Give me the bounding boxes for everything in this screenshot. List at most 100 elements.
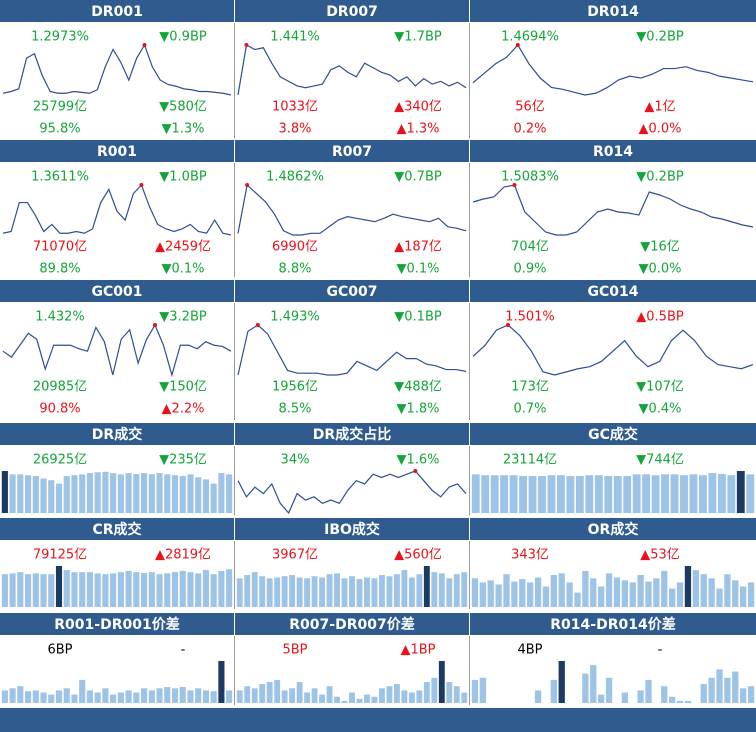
change-value: - [181,643,186,658]
panel-title: OR成交 [588,521,639,538]
main-value: 8.5% [278,402,311,417]
panel-header [0,613,234,635]
bar [423,682,430,703]
bar [527,582,534,607]
bar [25,691,32,703]
bar [558,661,565,703]
panel-header [470,140,756,162]
bar [511,581,518,607]
bar [210,574,217,607]
bar [334,696,340,703]
bar [637,575,644,607]
bar [732,580,739,607]
bar [708,677,715,703]
bar [676,700,684,703]
peak-dot [139,183,144,187]
bar [598,586,605,607]
bar [164,474,171,513]
main-value: 1.441% [270,30,320,45]
main-value: 3967亿 [272,548,318,563]
bar [202,690,209,703]
change-value: ▲1.3% [396,122,439,137]
bar [125,690,132,703]
bar [613,476,622,513]
bar [364,694,370,703]
bar [519,476,527,513]
bar [700,684,707,703]
panel-header [0,280,234,302]
bar [416,690,423,703]
bar [17,474,24,513]
bar [32,476,39,513]
bar [461,572,468,607]
bar [71,572,78,607]
panel-title: R014-DR014价差 [550,616,675,633]
bar [71,475,78,513]
bar [689,474,698,513]
change-value: ▲1BP [400,643,435,658]
bar [236,690,243,703]
bar [747,686,755,703]
bar [566,476,575,513]
bar [148,690,155,703]
bar [40,478,47,513]
change-value: ▼0.1% [161,262,204,277]
bar [296,682,303,703]
bar [547,475,556,513]
bar [110,694,117,703]
bar [117,692,124,703]
panel-title: R007 [332,144,372,160]
bar [259,684,266,703]
main-value: 8.8% [278,262,311,277]
sparkline [237,183,467,236]
main-value: 3.8% [278,122,311,137]
bar [692,570,699,607]
bar [179,476,186,513]
bar [349,576,355,607]
panel-header [235,140,469,162]
bar [156,574,163,607]
bar [244,575,251,607]
bar [63,476,70,513]
panel-header [235,423,469,445]
bar [266,682,273,703]
bar [613,577,621,607]
bar [311,688,318,703]
bar [724,574,731,607]
bar [1,574,8,607]
bar [416,574,423,607]
change-value: ▼488亿 [394,380,442,395]
bar [542,586,550,607]
main-value: 20985亿 [33,380,87,395]
bar [281,690,288,703]
main-value: 34% [281,453,310,468]
panel-header [235,613,469,635]
bar [708,578,715,607]
bar [156,688,163,703]
bar [274,577,281,607]
bar [210,483,217,513]
bar [326,574,333,607]
bar [1,690,8,703]
bar [86,572,93,607]
bar [393,684,400,703]
bar [334,573,340,607]
main-value: 0.2% [513,122,546,137]
bar [94,692,101,703]
bar [289,575,296,607]
bar [187,690,194,703]
change-value: ▲187亿 [394,240,442,255]
main-value: 1.3611% [31,170,89,185]
main-value: 1.4694% [501,30,559,45]
change-value: ▲1亿 [644,100,675,115]
main-value: 1.5083% [501,170,559,185]
change-value: ▼0.1% [396,262,439,277]
bar [218,473,225,513]
bar [125,570,132,607]
bar [594,475,603,513]
bar [17,686,24,703]
bar [55,566,63,607]
bar [55,690,63,703]
panel-title: DR007 [326,4,378,20]
bar [226,474,233,513]
